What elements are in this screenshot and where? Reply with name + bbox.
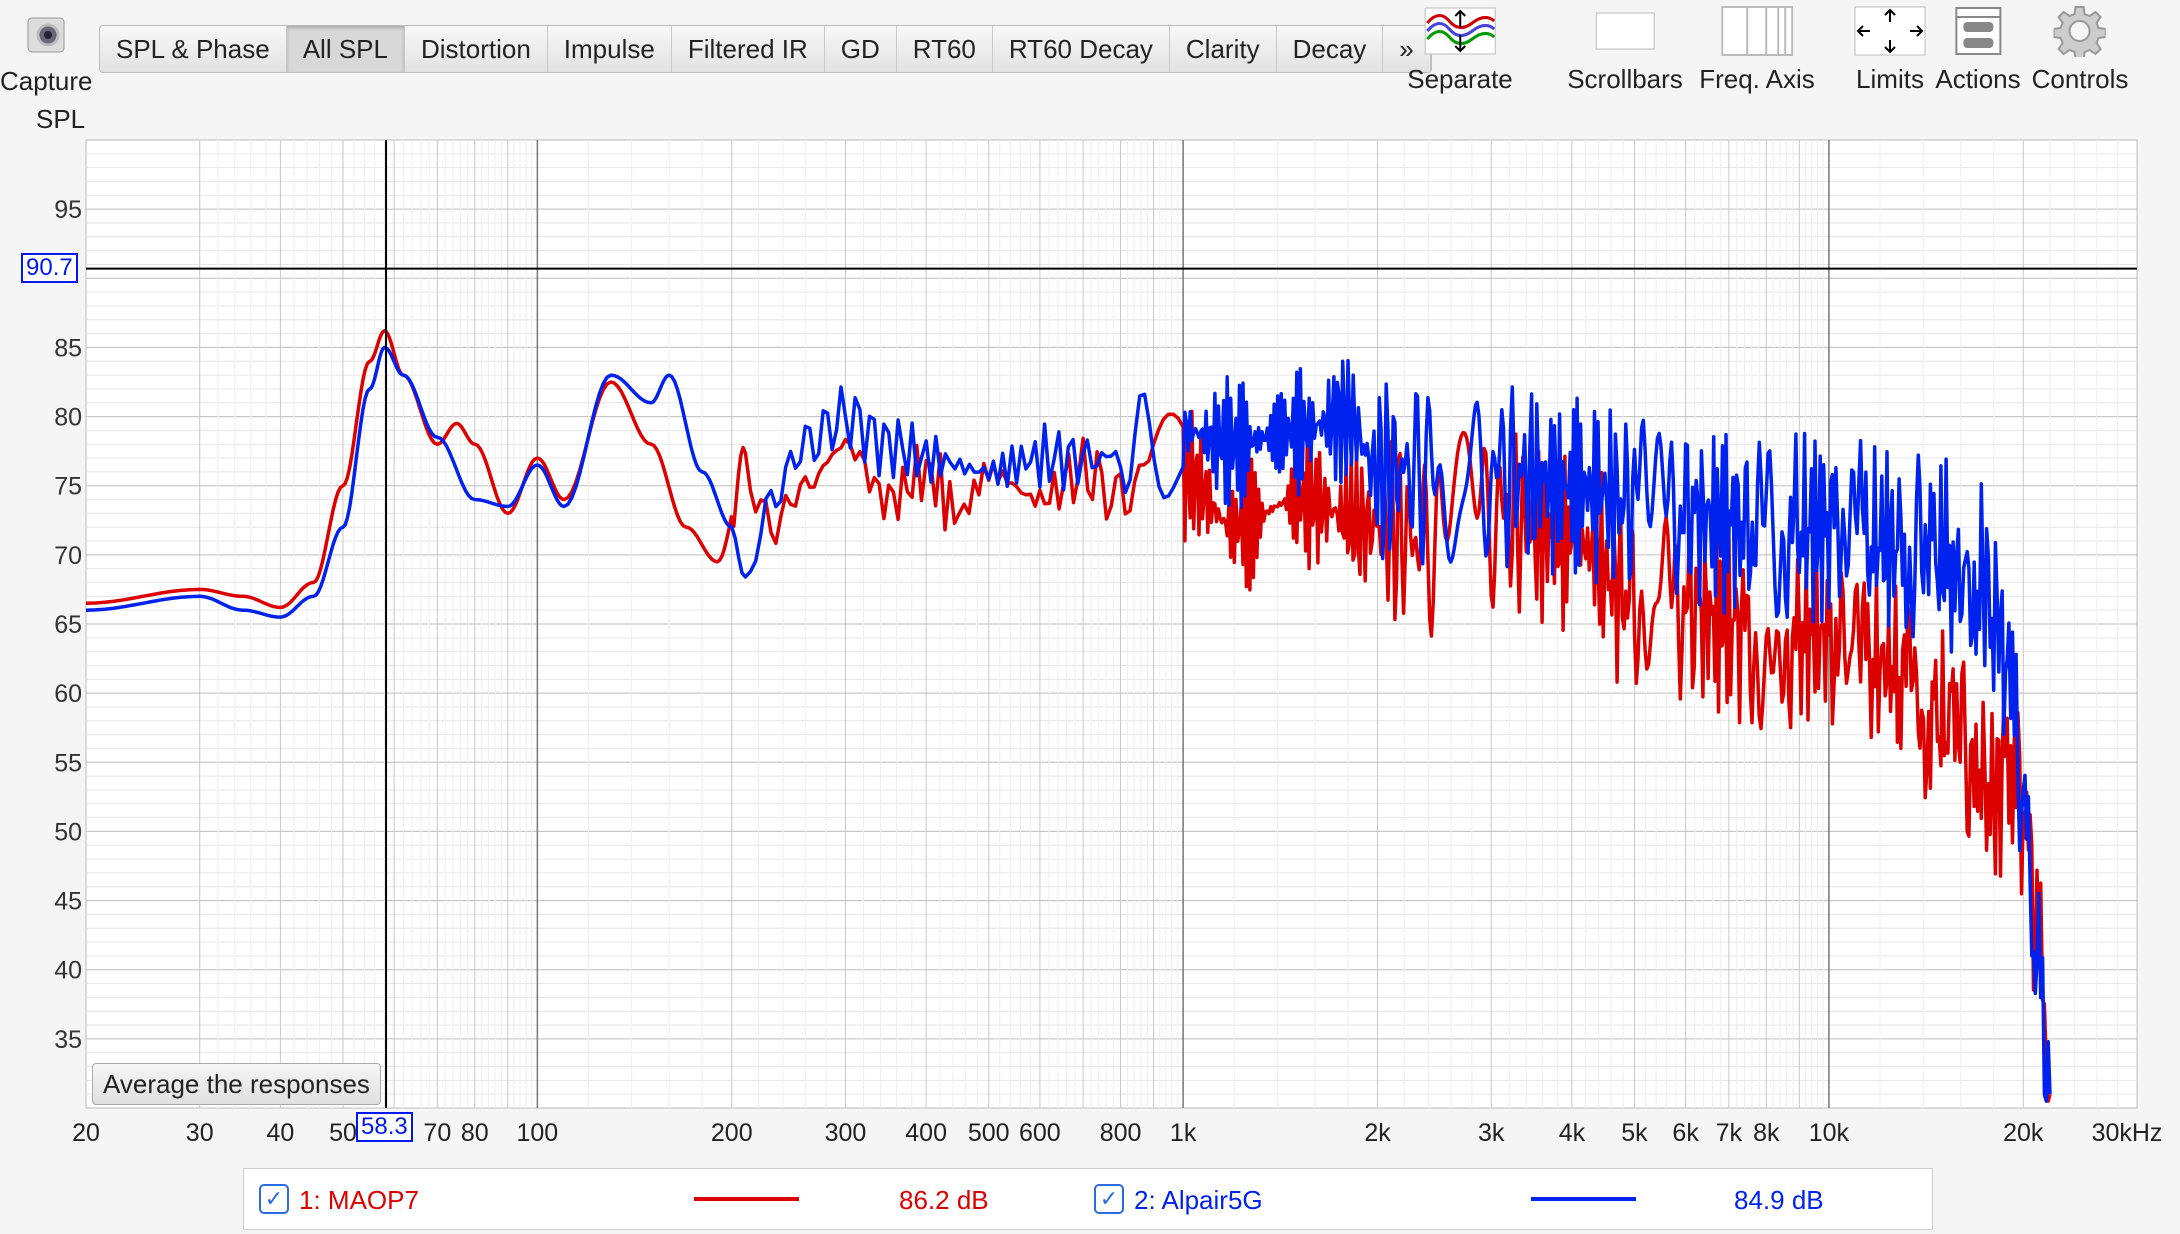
series-1-value: 86.2 dB [899,1185,989,1215]
x-tick-label: 600 [1019,1119,1061,1147]
x-tick-label: 80 [461,1119,489,1147]
x-tick-label: 6k [1672,1119,1699,1147]
series-2-checkbox[interactable]: ✓ [1094,1184,1124,1214]
tab-6[interactable]: RT60 [897,26,993,72]
series-1-swatch [694,1197,799,1201]
x-tick-label: 50 [329,1119,357,1147]
camera-icon [24,4,68,62]
actions-icon [1954,2,2002,60]
limits-button[interactable]: Limits [1854,2,1926,95]
y-tick-label: 60 [54,680,82,708]
y-axis-label: SPL [36,104,86,134]
tool-label: Actions [1935,64,2021,94]
spl-chart[interactable]: 35 40 45 50 55 60 65 70 75 80 85 95 20 30 40 50 70 80 100 2… [0,0,2180,1160]
x-tick-label: 20 [72,1119,100,1147]
limits-icon [1854,2,1926,60]
tool-label: Freq. Axis [1699,64,1815,94]
y-tick-label: 75 [54,473,82,501]
x-tick-label: 5k [1621,1119,1648,1147]
tool-label: Separate [1407,64,1513,94]
x-tick-label: 500 [968,1119,1010,1147]
x-tick-label: 30 [186,1119,214,1147]
x-tick-label: 3k [1478,1119,1505,1147]
freq-axis-button[interactable]: Freq. Axis [1699,2,1815,95]
x-tick-label: 7k [1716,1119,1743,1147]
tab-0[interactable]: SPL & Phase [100,26,287,72]
tab-bar: SPL & Phase All SPL Distortion Impulse Filte… [99,25,1432,73]
x-tick-label: 2k [1364,1119,1391,1147]
x-tick-label: 30kHz [2092,1119,2163,1147]
tab-4[interactable]: Filtered IR [672,26,825,72]
x-tick-label: 300 [825,1119,867,1147]
tab-1[interactable]: All SPL [286,26,405,72]
x-tick-label: 70 [423,1119,451,1147]
scrollbars-icon [1595,2,1655,60]
scrollbars-button[interactable]: Scrollbars [1567,2,1683,95]
x-tick-label: 8k [1753,1119,1780,1147]
y-tick-label: 80 [54,404,82,432]
series-1-checkbox[interactable]: ✓ [259,1184,289,1214]
tab-9[interactable]: Decay [1277,26,1384,72]
series-1-label: 1: MAOP7 [299,1185,419,1215]
tool-label: Limits [1856,64,1924,94]
x-tick-label: 200 [711,1119,753,1147]
tab-2[interactable]: Distortion [405,26,548,72]
x-tick-label: 1k [1170,1119,1197,1147]
freq-cursor-readout: 58.3 [356,1112,413,1142]
x-tick-label: 10k [1809,1119,1850,1147]
y-tick-label: 65 [54,611,82,639]
spl-cursor-readout: 90.7 [21,252,78,283]
y-tick-label: 70 [54,542,82,570]
x-tick-label: 4k [1559,1119,1586,1147]
y-tick-label: 35 [54,1026,82,1054]
y-tick-label: 55 [54,749,82,777]
tool-label: Controls [2031,64,2129,94]
x-tick-label: 800 [1100,1119,1142,1147]
series-2-swatch [1531,1197,1636,1201]
separate-icon [1424,2,1496,60]
x-tick-label: 400 [905,1119,947,1147]
y-tick-label: 95 [54,196,82,224]
controls-button[interactable]: Controls [2031,2,2129,95]
series-line-2 [85,345,2052,1103]
x-tick-label: 40 [266,1119,294,1147]
y-tick-label: 85 [54,334,82,362]
series-line-1 [85,329,2052,1103]
tool-label: Scrollbars [1567,64,1683,94]
tab-3[interactable]: Impulse [548,26,672,72]
actions-button[interactable]: Actions [1935,2,2021,95]
gear-icon [2053,2,2106,60]
tab-5[interactable]: GD [825,26,897,72]
series-2-label: 2: Alpair5G [1134,1185,1263,1215]
y-tick-label: 40 [54,957,82,985]
y-tick-label: 45 [54,888,82,916]
capture-button[interactable]: Capture [0,4,93,97]
separate-button[interactable]: Separate [1407,2,1513,95]
tab-7[interactable]: RT60 Decay [993,26,1170,72]
legend: ✓ 1: MAOP7 86.2 dB ✓ 2: Alpair5G 84.9 dB [243,1168,1933,1230]
capture-label: Capture [0,66,93,96]
freq-axis-icon [1721,2,1793,60]
x-tick-label: 20k [2003,1119,2044,1147]
series-2-value: 84.9 dB [1734,1185,1824,1215]
x-tick-label: 100 [517,1119,559,1147]
y-tick-label: 50 [54,818,82,846]
average-responses-button[interactable]: Average the responses [92,1063,381,1105]
tab-8[interactable]: Clarity [1170,26,1277,72]
